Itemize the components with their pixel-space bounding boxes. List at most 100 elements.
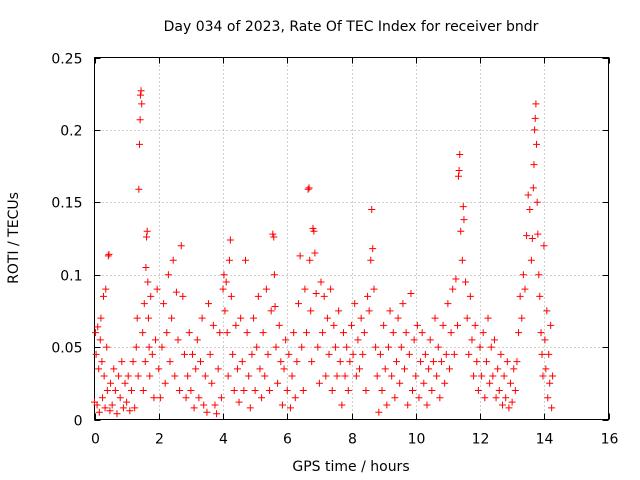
data-point (139, 387, 147, 395)
data-point (394, 314, 402, 322)
data-point (312, 290, 320, 298)
data-point (529, 184, 537, 192)
data-point (275, 321, 283, 329)
data-point (456, 151, 464, 159)
data-point (328, 387, 336, 395)
data-point (322, 372, 330, 380)
data-point (490, 336, 498, 344)
data-point (135, 140, 143, 148)
data-point (188, 350, 196, 358)
data-point (431, 314, 439, 322)
data-point (423, 401, 431, 409)
data-point (158, 343, 166, 351)
data-point (410, 336, 418, 344)
data-point (365, 307, 373, 315)
data-point (137, 87, 145, 95)
data-point (203, 408, 211, 416)
data-point (444, 300, 452, 308)
data-point (95, 408, 103, 416)
data-point (201, 372, 209, 380)
data-point (174, 336, 182, 344)
data-point (226, 236, 234, 244)
data-point (533, 140, 541, 148)
data-point (497, 350, 505, 358)
y-tick-label: 0.15 (51, 196, 82, 212)
data-point (402, 329, 410, 337)
data-point (184, 372, 192, 380)
data-point (542, 365, 550, 373)
data-point (144, 278, 152, 286)
data-point (531, 114, 539, 122)
data-point (132, 343, 140, 351)
plot-frame (94, 57, 609, 420)
data-point (418, 329, 426, 337)
data-point (436, 394, 444, 402)
data-point (487, 343, 495, 351)
data-point (417, 358, 425, 366)
data-point (113, 410, 121, 418)
data-point (531, 126, 539, 134)
data-point (548, 404, 556, 412)
data-point (222, 278, 230, 286)
data-point (333, 372, 341, 380)
data-point (489, 372, 497, 380)
data-point (368, 206, 376, 214)
data-point (119, 404, 127, 412)
data-point (91, 329, 99, 337)
data-point (107, 379, 115, 387)
data-point (262, 285, 270, 293)
data-point (357, 314, 365, 322)
data-point (145, 343, 153, 351)
data-point (97, 314, 105, 322)
data-point (492, 394, 500, 402)
data-point (528, 235, 536, 242)
x-tick-label: 12 (472, 432, 490, 448)
data-point (409, 387, 417, 395)
data-point (270, 271, 278, 279)
data-point (391, 394, 399, 402)
data-point (389, 329, 397, 337)
data-point (192, 365, 200, 373)
data-point (253, 343, 261, 351)
data-point (397, 343, 405, 351)
data-point (468, 336, 476, 344)
data-point (272, 343, 280, 351)
data-point (532, 100, 540, 108)
data-point (473, 358, 481, 366)
data-point (441, 379, 449, 387)
data-point (248, 350, 256, 358)
data-point (527, 256, 535, 264)
data-point (105, 250, 113, 258)
data-point (271, 303, 279, 311)
data-point (243, 329, 251, 337)
data-point (315, 379, 323, 387)
data-point (420, 379, 428, 387)
data-point (148, 350, 156, 358)
data-point (256, 365, 264, 373)
data-point (494, 365, 502, 373)
data-point (533, 198, 541, 206)
data-point (108, 401, 116, 409)
data-point (452, 275, 460, 283)
data-point (502, 394, 510, 402)
data-point (237, 314, 245, 322)
data-point (476, 343, 484, 351)
data-point (478, 372, 486, 380)
data-point (449, 285, 457, 293)
y-tick-label: 0 (74, 414, 83, 430)
data-point (185, 329, 193, 337)
data-point (317, 278, 325, 286)
data-point (330, 321, 338, 329)
data-point (288, 372, 296, 380)
data-point (508, 398, 516, 406)
data-point (101, 404, 109, 412)
chart-title: Day 034 of 2023, Rate Of TEC Index for r… (164, 19, 539, 35)
data-point (283, 387, 291, 395)
data-point (518, 314, 526, 322)
data-point (378, 387, 386, 395)
data-point (229, 350, 237, 358)
data-point (505, 404, 513, 412)
data-point (381, 365, 389, 373)
